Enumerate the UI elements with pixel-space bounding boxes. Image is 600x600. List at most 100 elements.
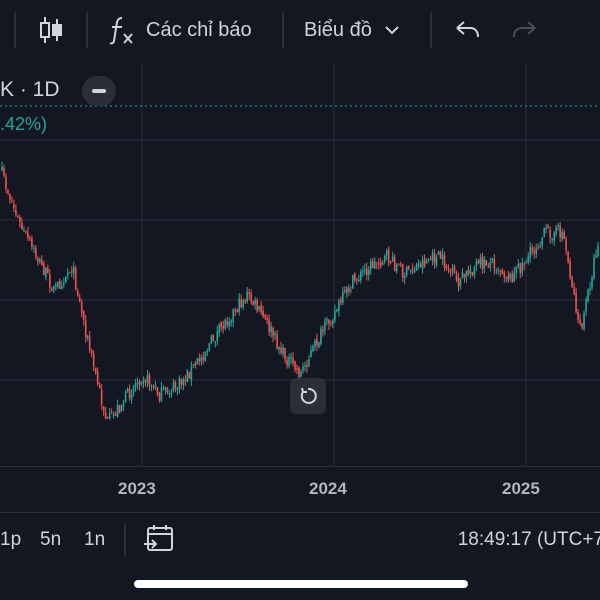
candle-body — [527, 256, 530, 262]
reset-icon — [300, 387, 317, 404]
candle-body — [354, 273, 356, 281]
indicators-button[interactable]: Các chỉ báo — [108, 10, 252, 50]
reset-chart-button[interactable] — [290, 378, 326, 414]
candle-body — [543, 228, 545, 238]
candle-body — [322, 329, 324, 333]
candle-body — [194, 362, 197, 366]
candle-body — [435, 256, 438, 266]
candle-body — [282, 347, 284, 354]
clock-timezone[interactable]: 18:49:17 (UTC+7 — [457, 529, 600, 550]
undo-button[interactable] — [454, 10, 480, 50]
candle-body — [214, 341, 217, 343]
range-button-5n[interactable]: 5n — [40, 529, 62, 550]
candle-body — [324, 321, 326, 331]
candle-body — [547, 226, 549, 229]
candle-body — [583, 312, 585, 330]
time-axis-label: 2025 — [502, 479, 540, 498]
candle-body — [62, 283, 65, 285]
toolbar-divider — [14, 12, 16, 48]
candle-body — [51, 288, 53, 292]
candle-body — [280, 347, 282, 354]
candle-body — [25, 230, 27, 232]
candle-body — [553, 232, 555, 241]
candle-body — [509, 273, 512, 279]
candle-body — [152, 385, 155, 387]
candle-body — [461, 272, 464, 279]
candle-body — [511, 274, 514, 283]
candle-body — [72, 266, 75, 274]
bottom-divider — [124, 523, 126, 557]
candle-body — [449, 270, 452, 273]
redo-button[interactable] — [512, 10, 538, 50]
candle-body — [49, 274, 51, 288]
candle-body — [308, 359, 310, 367]
candle-body — [328, 319, 330, 325]
time-axis-label: 2023 — [118, 479, 156, 498]
candle-body — [595, 255, 597, 258]
candle-body — [76, 290, 79, 296]
chart-style-button[interactable] — [38, 10, 64, 50]
candle-body — [433, 253, 436, 264]
candle-body — [98, 384, 101, 389]
candle-body — [78, 297, 81, 301]
candle-body — [9, 193, 11, 200]
candle-body — [192, 364, 195, 366]
candle-body — [218, 323, 221, 334]
candle-body — [126, 387, 129, 392]
candle-body — [457, 277, 460, 287]
candle-body — [47, 267, 49, 273]
candle-body — [15, 209, 17, 215]
candle-body — [13, 203, 15, 209]
candle-body — [513, 272, 516, 282]
candle-body — [120, 404, 123, 411]
candlestick-icon — [40, 17, 62, 43]
range-button-1n[interactable]: 1n — [84, 529, 106, 550]
price-chart[interactable] — [0, 64, 600, 466]
go-to-date-button[interactable] — [144, 523, 174, 560]
candle-body — [150, 385, 153, 388]
candle-body — [204, 352, 207, 362]
collapse-legend-button[interactable] — [82, 76, 116, 106]
candle-body — [340, 299, 342, 303]
candle-body — [252, 301, 254, 305]
candle-body — [236, 309, 239, 312]
candle-body — [96, 371, 99, 384]
candle-body — [431, 252, 434, 261]
candle-body — [463, 273, 466, 277]
candle-body — [37, 258, 39, 262]
symbol-legend[interactable]: K · 1D — [0, 78, 60, 101]
candle-body — [17, 216, 19, 218]
candle-body — [587, 289, 589, 302]
candle-body — [302, 366, 304, 371]
candle-body — [350, 290, 352, 292]
candle-body — [581, 323, 583, 328]
candle-body — [19, 216, 21, 222]
candle-body — [467, 269, 470, 274]
candle-body — [41, 260, 43, 265]
candle-body — [128, 389, 131, 398]
candle-body — [274, 332, 276, 335]
chart-pane[interactable]: K · 1D .42%) — [0, 64, 600, 466]
candle-body — [330, 324, 332, 326]
chart-type-button[interactable]: Biểu đồ — [304, 10, 400, 50]
candle-body — [284, 347, 286, 359]
candle-body — [379, 262, 382, 267]
candle-body — [232, 309, 235, 323]
candle-body — [445, 266, 448, 268]
candle-body — [503, 272, 506, 278]
candle-body — [352, 275, 354, 289]
candle-body — [53, 285, 55, 290]
candle-body — [234, 310, 237, 312]
candle-body — [180, 378, 183, 384]
candle-body — [395, 264, 398, 272]
candle-body — [130, 394, 133, 400]
range-button-1p[interactable]: 1p — [0, 529, 22, 550]
candle-body — [1, 167, 3, 171]
candle-body — [250, 293, 252, 302]
candle-body — [375, 262, 378, 264]
candle-body — [545, 227, 547, 229]
time-axis[interactable]: 2023 2024 2025 — [0, 466, 600, 512]
candle-body — [100, 389, 103, 405]
candle-body — [104, 412, 107, 419]
candle-body — [272, 328, 274, 337]
